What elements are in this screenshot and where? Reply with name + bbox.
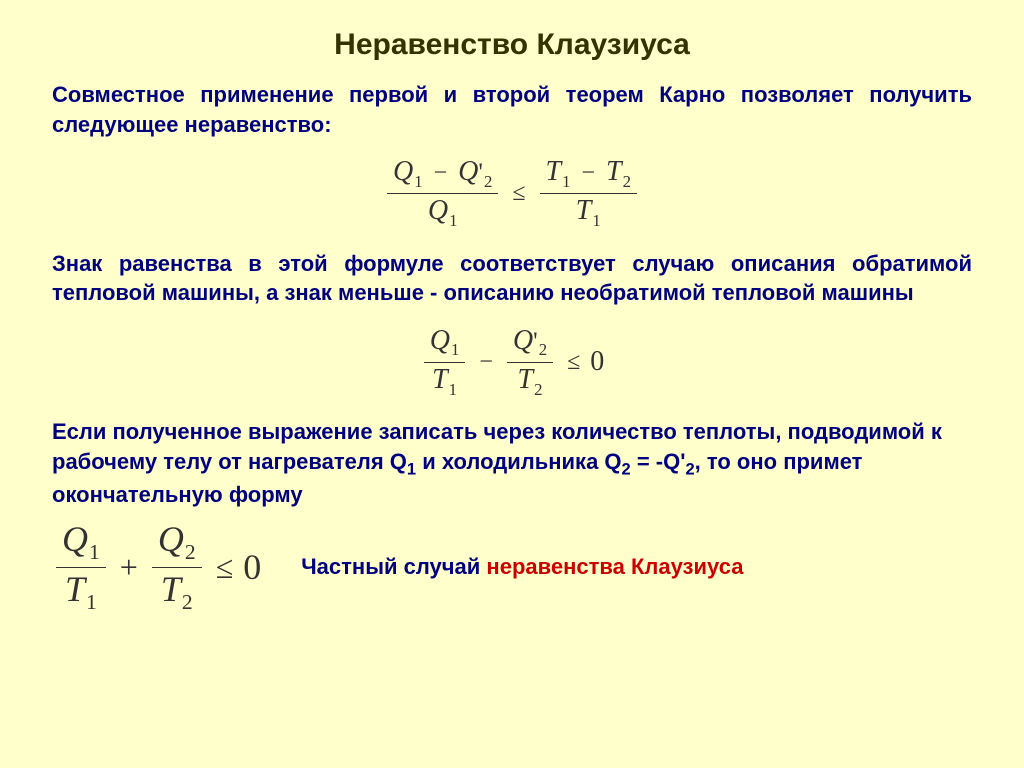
f2-leq: ≤ <box>567 349 580 376</box>
paragraph-1: Совместное применение первой и второй те… <box>0 76 1024 143</box>
f1-q2: Q <box>458 156 478 187</box>
f3-plus: + <box>120 549 138 586</box>
f2-minus: − <box>479 349 493 376</box>
f1-leq: ≤ <box>512 180 525 207</box>
formula-1: Q1 − Q'2 Q1 ≤ T1 − T2 T1 <box>0 143 1024 244</box>
formula2-frac-b: Q'2 T2 <box>507 326 553 399</box>
f2-zero: 0 <box>590 346 604 378</box>
slide-title: Неравенство Клаузиуса <box>0 0 1024 76</box>
f3-leq: ≤ <box>216 549 234 586</box>
formula3-frac-a: Q1 T1 <box>56 520 106 615</box>
final-highlight: неравенства Клаузиуса <box>486 554 743 579</box>
formula-3: Q1 T1 + Q2 T2 ≤ 0 <box>52 520 261 615</box>
formula-2: Q1 T1 − Q'2 T2 ≤ 0 <box>0 312 1024 413</box>
f3-zero: 0 <box>243 546 261 588</box>
paragraph-2: Знак равенства в этой формуле соответств… <box>0 245 1024 312</box>
formula1-right-frac: T1 − T2 T1 <box>540 157 637 230</box>
final-caption: Частный случай неравенства Клаузиуса <box>261 554 743 580</box>
paragraph-3: Если полученное выражение записать через… <box>0 413 1024 514</box>
title-text: Неравенство Клаузиуса <box>334 28 690 62</box>
formula3-frac-b: Q2 T2 <box>152 520 202 615</box>
f1-q1: Q <box>393 156 413 187</box>
formula1-left-frac: Q1 − Q'2 Q1 <box>387 157 498 230</box>
formula2-frac-a: Q1 T1 <box>424 326 466 399</box>
final-row: Q1 T1 + Q2 T2 ≤ 0 Частный случай неравен… <box>0 514 1024 615</box>
